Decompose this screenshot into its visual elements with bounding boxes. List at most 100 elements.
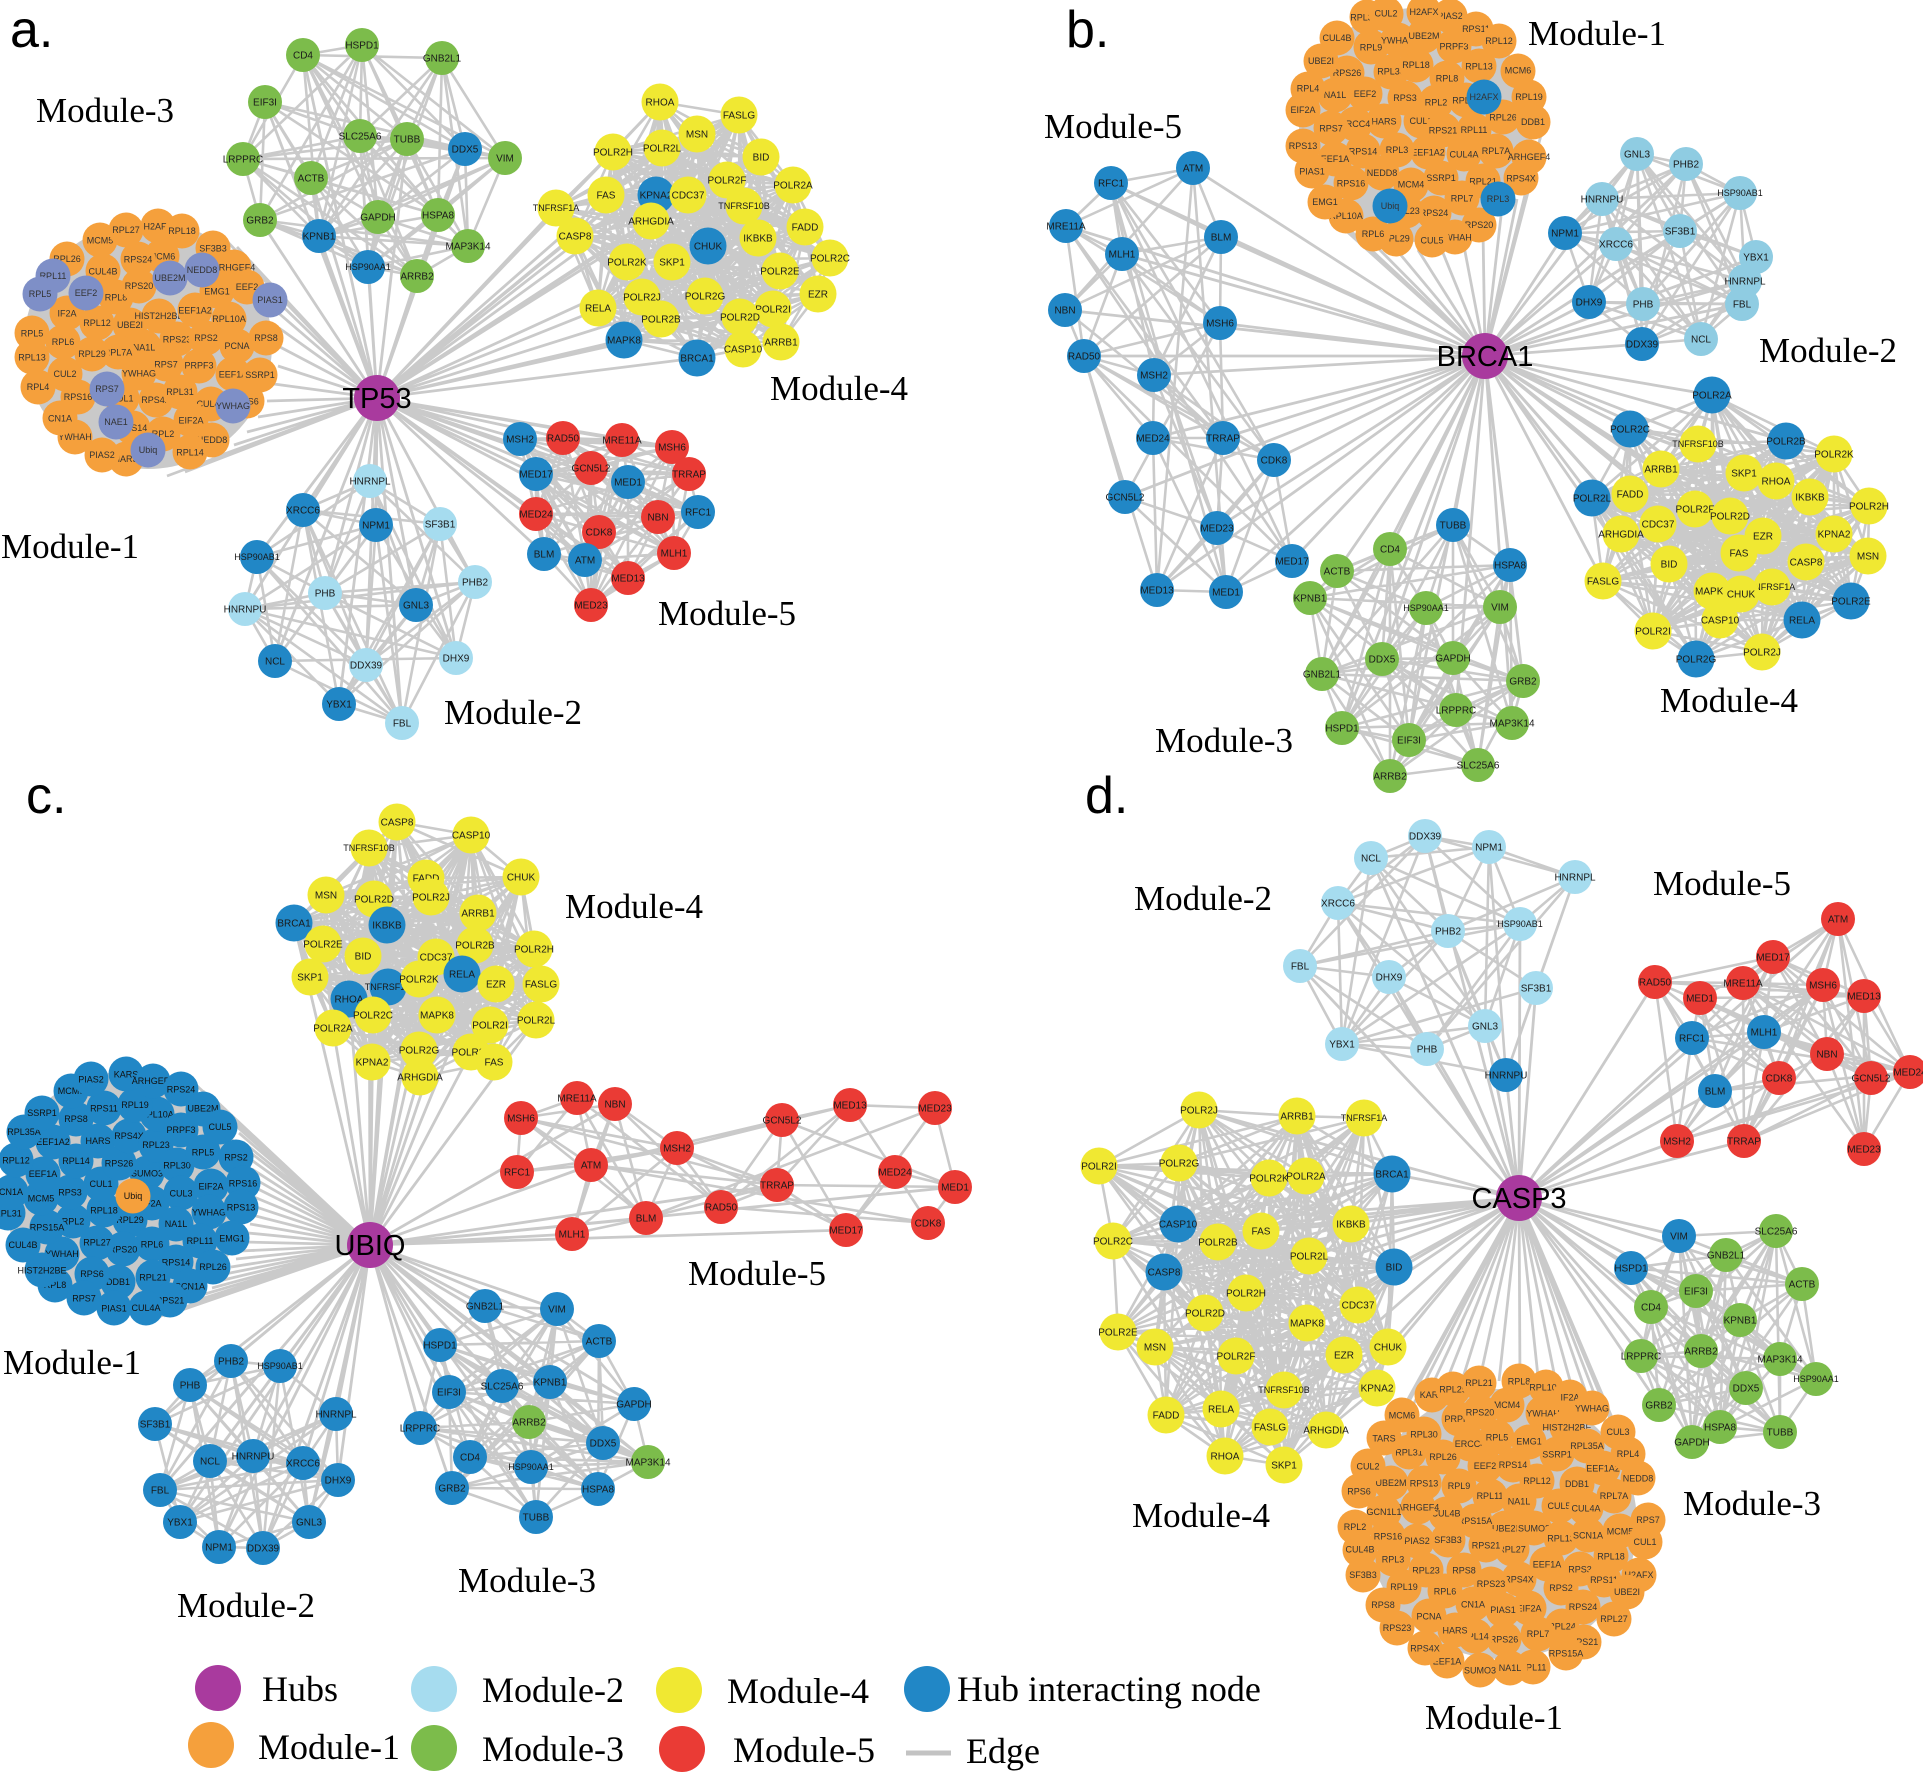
svg-text:RPL29: RPL29 bbox=[78, 349, 106, 359]
svg-text:CHUK: CHUK bbox=[694, 242, 723, 253]
svg-text:HSPA8: HSPA8 bbox=[422, 211, 454, 222]
svg-text:LRPPRC: LRPPRC bbox=[400, 1424, 441, 1435]
svg-text:NEDD8: NEDD8 bbox=[1367, 168, 1398, 178]
svg-text:POLR2A: POLR2A bbox=[313, 1024, 353, 1035]
svg-text:MED17: MED17 bbox=[1275, 557, 1309, 568]
svg-text:PRPF3: PRPF3 bbox=[166, 1125, 195, 1135]
svg-text:CDC37: CDC37 bbox=[1642, 520, 1675, 531]
svg-text:SUMO3: SUMO3 bbox=[1464, 1666, 1496, 1676]
svg-text:RPL8: RPL8 bbox=[44, 1280, 67, 1290]
svg-text:KPNB1: KPNB1 bbox=[303, 232, 336, 243]
svg-text:PHB: PHB bbox=[1633, 300, 1654, 311]
svg-text:EEF2: EEF2 bbox=[75, 288, 98, 298]
svg-text:POLR2E: POLR2E bbox=[303, 940, 343, 951]
svg-text:MSH2: MSH2 bbox=[663, 1144, 691, 1155]
svg-text:FASLG: FASLG bbox=[723, 111, 755, 122]
svg-text:RPL27: RPL27 bbox=[112, 225, 140, 235]
svg-text:RPL10A: RPL10A bbox=[1329, 211, 1363, 221]
svg-text:GNB2L1: GNB2L1 bbox=[1707, 1251, 1746, 1262]
svg-text:RPL13: RPL13 bbox=[18, 353, 46, 363]
svg-text:HARS: HARS bbox=[1442, 1625, 1467, 1635]
svg-text:Module-3: Module-3 bbox=[36, 91, 174, 130]
svg-text:FADD: FADD bbox=[792, 223, 819, 234]
svg-text:CHUK: CHUK bbox=[1727, 590, 1756, 601]
svg-text:RPL2: RPL2 bbox=[62, 1217, 85, 1227]
svg-text:POLR2B: POLR2B bbox=[1198, 1238, 1238, 1249]
svg-text:NEDD8: NEDD8 bbox=[1623, 1474, 1654, 1484]
svg-text:NA1L: NA1L bbox=[1499, 1663, 1522, 1673]
svg-text:UBE2I: UBE2I bbox=[1492, 1523, 1518, 1533]
svg-text:RPL11: RPL11 bbox=[1520, 1663, 1547, 1673]
svg-text:RPL24: RPL24 bbox=[1548, 1622, 1576, 1632]
svg-text:FBL: FBL bbox=[151, 1486, 170, 1497]
svg-text:MAP3K14: MAP3K14 bbox=[1757, 1355, 1802, 1366]
svg-text:NPM1: NPM1 bbox=[1551, 229, 1579, 240]
svg-text:UBE2M: UBE2M bbox=[1375, 1478, 1406, 1488]
svg-text:MED24: MED24 bbox=[1893, 1068, 1923, 1079]
svg-text:FASLG: FASLG bbox=[1254, 1423, 1286, 1434]
svg-text:RPL10A: RPL10A bbox=[1529, 1383, 1563, 1393]
svg-text:RPL10A: RPL10A bbox=[212, 314, 246, 324]
svg-text:POLR2E: POLR2E bbox=[1098, 1328, 1138, 1339]
svg-text:POLR2C: POLR2C bbox=[1610, 425, 1650, 436]
svg-text:Module-3: Module-3 bbox=[1155, 721, 1293, 760]
svg-text:EMG1: EMG1 bbox=[1312, 197, 1338, 207]
svg-text:RELA: RELA bbox=[1789, 616, 1815, 627]
svg-text:RPS7: RPS7 bbox=[95, 384, 119, 394]
svg-text:KARS: KARS bbox=[1420, 1390, 1445, 1400]
svg-text:RELA: RELA bbox=[1208, 1405, 1234, 1416]
svg-text:POLR2I: POLR2I bbox=[1081, 1162, 1117, 1173]
svg-text:PHB2: PHB2 bbox=[218, 1357, 245, 1368]
svg-text:POLR2A: POLR2A bbox=[773, 181, 813, 192]
svg-text:POLR2B: POLR2B bbox=[1766, 437, 1806, 448]
svg-text:POLR2F: POLR2F bbox=[1217, 1352, 1256, 1363]
svg-text:UBE2M: UBE2M bbox=[1408, 31, 1439, 41]
svg-text:MED13: MED13 bbox=[1140, 586, 1174, 597]
svg-text:MLH1: MLH1 bbox=[661, 549, 688, 560]
svg-text:RHOA: RHOA bbox=[335, 995, 364, 1006]
svg-text:EIF2A: EIF2A bbox=[178, 415, 203, 425]
svg-text:MSN: MSN bbox=[1857, 552, 1879, 563]
svg-text:BRCA1: BRCA1 bbox=[277, 919, 311, 930]
svg-text:Ubiq: Ubiq bbox=[139, 445, 158, 455]
svg-text:HNRNPU: HNRNPU bbox=[1581, 195, 1624, 206]
svg-text:RPL30: RPL30 bbox=[1377, 67, 1405, 77]
svg-text:HSP90AA1: HSP90AA1 bbox=[1403, 603, 1449, 613]
svg-text:DDX5: DDX5 bbox=[452, 145, 479, 156]
svg-text:POLR2K: POLR2K bbox=[607, 258, 647, 269]
svg-text:IF2A: IF2A bbox=[1560, 1393, 1579, 1403]
svg-text:RPL3: RPL3 bbox=[1386, 145, 1409, 155]
svg-text:MSH2: MSH2 bbox=[506, 435, 534, 446]
svg-text:EEF1A: EEF1A bbox=[29, 1169, 58, 1179]
svg-text:RPL7: RPL7 bbox=[1527, 1629, 1550, 1639]
svg-text:CUL3: CUL3 bbox=[169, 1189, 192, 1199]
svg-text:Module-4: Module-4 bbox=[1132, 1496, 1270, 1535]
svg-text:RPL6: RPL6 bbox=[141, 1239, 164, 1249]
svg-text:FASLG: FASLG bbox=[1587, 577, 1619, 588]
svg-text:PIAS1: PIAS1 bbox=[257, 295, 283, 305]
svg-text:CDC37: CDC37 bbox=[1342, 1301, 1375, 1312]
svg-text:PIAS1: PIAS1 bbox=[1299, 167, 1325, 177]
svg-text:HSPA8: HSPA8 bbox=[582, 1485, 614, 1496]
svg-text:MAPK8: MAPK8 bbox=[1695, 587, 1729, 598]
svg-text:CUL4A: CUL4A bbox=[131, 1303, 160, 1313]
svg-text:RPS15A: RPS15A bbox=[1549, 1648, 1584, 1658]
svg-text:TRRAP: TRRAP bbox=[1727, 1137, 1761, 1148]
svg-text:a.: a. bbox=[10, 1, 53, 59]
svg-text:POLR2G: POLR2G bbox=[1159, 1159, 1200, 1170]
svg-text:IKBKB: IKBKB bbox=[1795, 493, 1825, 504]
svg-text:NCL: NCL bbox=[265, 657, 285, 668]
svg-text:RPS24: RPS24 bbox=[1569, 1602, 1598, 1612]
svg-text:RPS8: RPS8 bbox=[254, 333, 278, 343]
svg-text:Module-5: Module-5 bbox=[658, 594, 796, 633]
svg-text:IF2A: IF2A bbox=[142, 1199, 161, 1209]
svg-text:RPL5: RPL5 bbox=[21, 329, 44, 339]
svg-text:SF3B1: SF3B1 bbox=[1665, 227, 1696, 238]
svg-text:RPL31: RPL31 bbox=[1395, 1448, 1423, 1458]
svg-text:RPS16: RPS16 bbox=[229, 1178, 258, 1188]
svg-text:MAPK8: MAPK8 bbox=[1290, 1319, 1324, 1330]
svg-text:POLR2E: POLR2E bbox=[1831, 597, 1871, 608]
svg-text:TRRAP: TRRAP bbox=[760, 1181, 794, 1192]
svg-text:RPL26: RPL26 bbox=[53, 254, 81, 264]
svg-text:MED13: MED13 bbox=[611, 574, 645, 585]
